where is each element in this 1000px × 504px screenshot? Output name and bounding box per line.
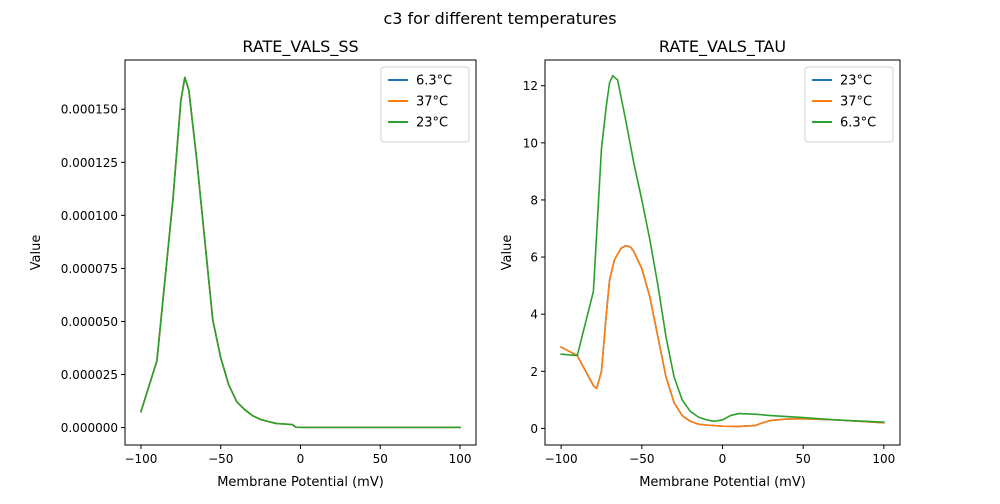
y-tick-label: 0.000100 — [61, 209, 118, 223]
figure-suptitle: c3 for different temperatures — [383, 9, 616, 28]
x-ticks: −100 −50 0 50 100 — [124, 445, 471, 466]
y-tick-label: 4 — [530, 308, 538, 322]
series-line-2 — [139, 76, 461, 429]
axes-rate-vals-ss: RATE_VALS_SS −100 −50 0 50 100 0.0000000.000… — [29, 37, 477, 490]
series-lines — [560, 74, 885, 428]
y-ticks: 0.000000 0.000025 0.000050 0.000075 0.000100… — [61, 103, 125, 435]
axes-title: RATE_VALS_TAU — [659, 37, 786, 57]
legend: 6.3°C 37°C 23°C — [380, 66, 470, 143]
legend-label: 6.3°C — [840, 116, 876, 131]
x-tick-label: 100 — [449, 452, 472, 466]
y-tick-label: 0.000150 — [61, 103, 118, 117]
series-line-1 — [560, 244, 885, 428]
axes-rate-vals-tau: RATE_VALS_TAU −100 −50 0 50 100 0 2 4 6 8 10 12 Me… — [500, 37, 901, 490]
x-tick-label: 50 — [796, 452, 811, 466]
x-tick-label: −50 — [208, 452, 233, 466]
x-tick-label: 0 — [297, 452, 305, 466]
y-axis-label: Value — [29, 235, 44, 271]
y-tick-label: 6 — [530, 251, 538, 265]
y-tick-label: 0.000025 — [61, 368, 118, 382]
legend-box — [804, 66, 894, 143]
legend-item: 37°C — [812, 95, 872, 110]
x-axis-label: Membrane Potential (mV) — [639, 475, 806, 490]
y-tick-label: 12 — [523, 79, 538, 93]
legend-item: 23°C — [812, 74, 872, 89]
y-tick-label: 2 — [530, 365, 538, 379]
axes-frame — [544, 59, 901, 446]
y-axis-label: Value — [500, 235, 515, 271]
axes-title: RATE_VALS_SS — [242, 37, 358, 57]
legend-label: 37°C — [416, 95, 448, 110]
series-lines — [139, 76, 461, 429]
legend-item: 37°C — [388, 95, 448, 110]
legend-label: 37°C — [840, 95, 872, 110]
x-tick-label: 50 — [373, 452, 388, 466]
x-axis-label: Membrane Potential (mV) — [217, 475, 384, 490]
x-ticks: −100 −50 0 50 100 — [545, 445, 895, 466]
y-ticks: 0 2 4 6 8 10 12 — [523, 79, 545, 436]
legend-box — [380, 66, 470, 143]
legend-label: 23°C — [840, 74, 872, 89]
y-tick-label: 8 — [530, 193, 538, 207]
legend-label: 23°C — [416, 116, 448, 131]
legend: 23°C 37°C 6.3°C — [804, 66, 894, 143]
x-tick-label: 100 — [872, 452, 895, 466]
y-tick-label: 0 — [530, 422, 538, 436]
legend-item: 23°C — [388, 116, 448, 131]
axes-frame — [124, 59, 477, 446]
series-line-2 — [560, 74, 885, 423]
y-tick-label: 0.000125 — [61, 156, 118, 170]
y-tick-label: 10 — [523, 136, 538, 150]
x-tick-label: −100 — [124, 452, 157, 466]
legend-item: 6.3°C — [812, 116, 876, 131]
legend-item: 6.3°C — [388, 74, 452, 89]
x-tick-label: 0 — [719, 452, 727, 466]
y-tick-label: 0.000000 — [61, 421, 118, 435]
y-tick-label: 0.000075 — [61, 262, 118, 276]
y-tick-label: 0.000050 — [61, 315, 118, 329]
x-tick-label: −100 — [545, 452, 578, 466]
x-tick-label: −50 — [629, 452, 654, 466]
legend-label: 6.3°C — [416, 74, 452, 89]
